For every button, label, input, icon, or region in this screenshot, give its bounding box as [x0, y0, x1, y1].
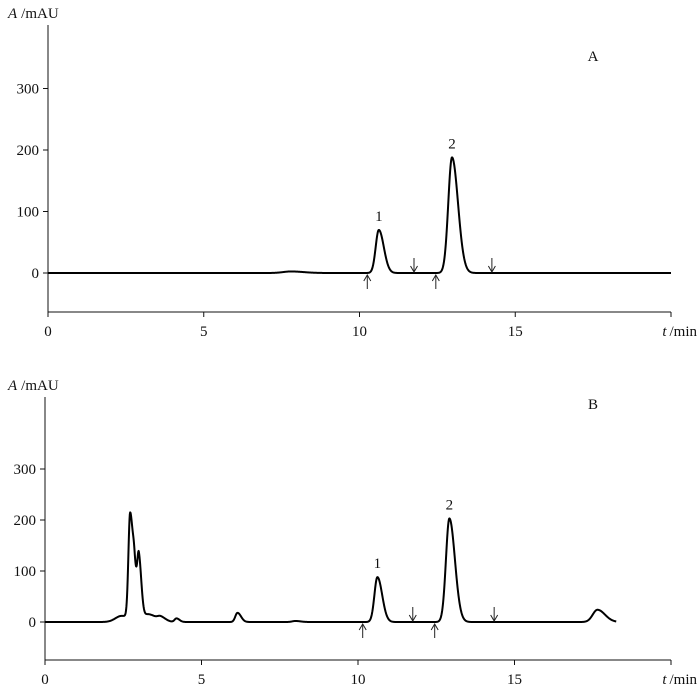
integration-start-marker	[430, 623, 439, 638]
x-axis-title: t/min	[662, 672, 697, 688]
y-tick-label: 200	[14, 513, 37, 529]
integration-end-marker	[487, 258, 496, 273]
x-tick-label: 10	[351, 672, 366, 688]
x-axis-variable: t	[662, 324, 667, 340]
peak-label: 2	[448, 136, 456, 152]
x-tick-label: 15	[508, 324, 523, 340]
y-axis-unit: /mAU	[21, 378, 59, 394]
chromatogram-trace	[44, 511, 617, 623]
y-tick-label: 100	[14, 564, 37, 580]
y-axis-variable: A	[7, 6, 18, 22]
y-tick-label: 300	[14, 462, 37, 478]
integration-start-marker	[363, 274, 372, 289]
chromatogram-panel-b: 0 100 200 300 0 5 10 15 A/mAU t/min B 1 2	[7, 378, 697, 688]
chromatogram-panel-a: 0 100 200 300 0 5 10 15 A/mAU t/min A 1 2	[7, 6, 697, 340]
x-tick-label: 0	[44, 324, 52, 340]
integration-end-marker	[408, 607, 417, 622]
integration-end-marker	[490, 607, 499, 622]
y-axis-unit: /mAU	[21, 6, 59, 22]
x-axis-unit: /min	[669, 324, 697, 340]
marker-head	[430, 623, 439, 631]
integration-start-marker	[358, 623, 367, 638]
x-tick-label: 0	[41, 672, 49, 688]
y-tick-label: 100	[17, 205, 40, 221]
panel-label: A	[588, 49, 599, 65]
y-tick-label: 0	[32, 266, 40, 282]
marker-head	[490, 614, 499, 622]
y-tick-label: 300	[17, 82, 40, 98]
x-tick-label: 15	[507, 672, 522, 688]
x-axis-variable: t	[662, 672, 667, 688]
integration-end-marker	[410, 258, 418, 273]
marker-head	[363, 274, 372, 282]
marker-head	[487, 265, 496, 273]
marker-head	[408, 614, 417, 622]
peak-label: 2	[446, 497, 454, 513]
marker-head	[358, 623, 367, 631]
marker-head	[410, 265, 418, 273]
x-axis-unit: /min	[669, 672, 697, 688]
x-tick-label: 5	[198, 672, 206, 688]
chromatogram-trace	[47, 156, 672, 274]
y-tick-label: 200	[17, 143, 40, 159]
peak-label: 1	[374, 556, 382, 572]
panel-label: B	[588, 397, 598, 413]
y-axis-title: A/mAU	[7, 6, 59, 22]
x-tick-label: 10	[352, 324, 367, 340]
peak-label: 1	[375, 209, 383, 225]
x-axis-title: t/min	[662, 324, 697, 340]
x-tick-label: 5	[200, 324, 208, 340]
y-tick-label: 0	[29, 615, 37, 631]
y-axis-variable: A	[7, 378, 18, 394]
y-axis-title: A/mAU	[7, 378, 59, 394]
integration-start-marker	[431, 274, 440, 289]
marker-head	[431, 274, 440, 282]
